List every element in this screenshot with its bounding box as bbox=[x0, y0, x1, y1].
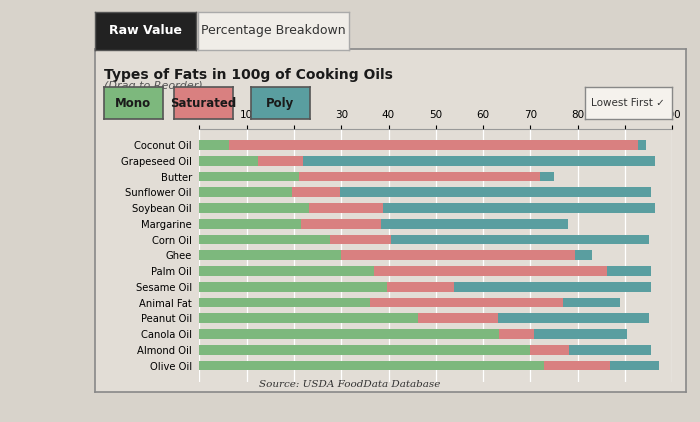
Bar bbox=[545, 361, 610, 371]
Bar bbox=[387, 282, 454, 292]
Bar bbox=[199, 282, 387, 292]
Text: Mono: Mono bbox=[116, 97, 151, 110]
Text: Poly: Poly bbox=[266, 97, 295, 110]
Bar bbox=[199, 298, 370, 307]
Bar bbox=[533, 329, 627, 339]
Text: Percentage Breakdown: Percentage Breakdown bbox=[201, 24, 346, 37]
Bar bbox=[199, 329, 498, 339]
Bar bbox=[454, 282, 651, 292]
Bar bbox=[199, 219, 300, 229]
Bar bbox=[199, 314, 418, 323]
Bar bbox=[370, 298, 564, 307]
Bar bbox=[540, 172, 554, 181]
Bar bbox=[199, 361, 545, 371]
Text: Types of Fats in 100g of Cooking Oils: Types of Fats in 100g of Cooking Oils bbox=[104, 68, 393, 81]
Bar bbox=[575, 250, 592, 260]
Text: (Drag to Reorder): (Drag to Reorder) bbox=[104, 81, 202, 91]
Bar bbox=[381, 219, 568, 229]
Bar bbox=[199, 140, 230, 150]
Bar bbox=[498, 314, 649, 323]
Bar bbox=[341, 250, 575, 260]
Bar bbox=[330, 235, 391, 244]
Bar bbox=[309, 203, 383, 213]
Bar bbox=[418, 314, 498, 323]
Text: Raw Value: Raw Value bbox=[108, 24, 182, 37]
Bar bbox=[568, 345, 651, 354]
Bar bbox=[199, 250, 341, 260]
Bar bbox=[564, 298, 620, 307]
Bar bbox=[300, 219, 381, 229]
Bar bbox=[374, 266, 608, 276]
Bar bbox=[292, 187, 340, 197]
Bar bbox=[498, 329, 533, 339]
Bar bbox=[199, 266, 374, 276]
Bar bbox=[199, 235, 330, 244]
Bar bbox=[391, 235, 650, 244]
Bar bbox=[258, 156, 304, 166]
Bar bbox=[340, 187, 651, 197]
Bar bbox=[199, 203, 309, 213]
Bar bbox=[608, 266, 651, 276]
Bar bbox=[383, 203, 655, 213]
Bar bbox=[530, 345, 568, 354]
Bar bbox=[638, 140, 647, 150]
Bar bbox=[199, 345, 530, 354]
Bar bbox=[199, 172, 299, 181]
Text: Source: USDA FoodData Database: Source: USDA FoodData Database bbox=[259, 380, 441, 389]
Bar bbox=[199, 187, 292, 197]
Text: Lowest First ✓: Lowest First ✓ bbox=[592, 98, 665, 108]
Bar bbox=[199, 156, 258, 166]
Bar bbox=[299, 172, 540, 181]
Bar bbox=[304, 156, 655, 166]
Bar bbox=[230, 140, 638, 150]
Text: Saturated: Saturated bbox=[170, 97, 237, 110]
Bar bbox=[610, 361, 659, 371]
